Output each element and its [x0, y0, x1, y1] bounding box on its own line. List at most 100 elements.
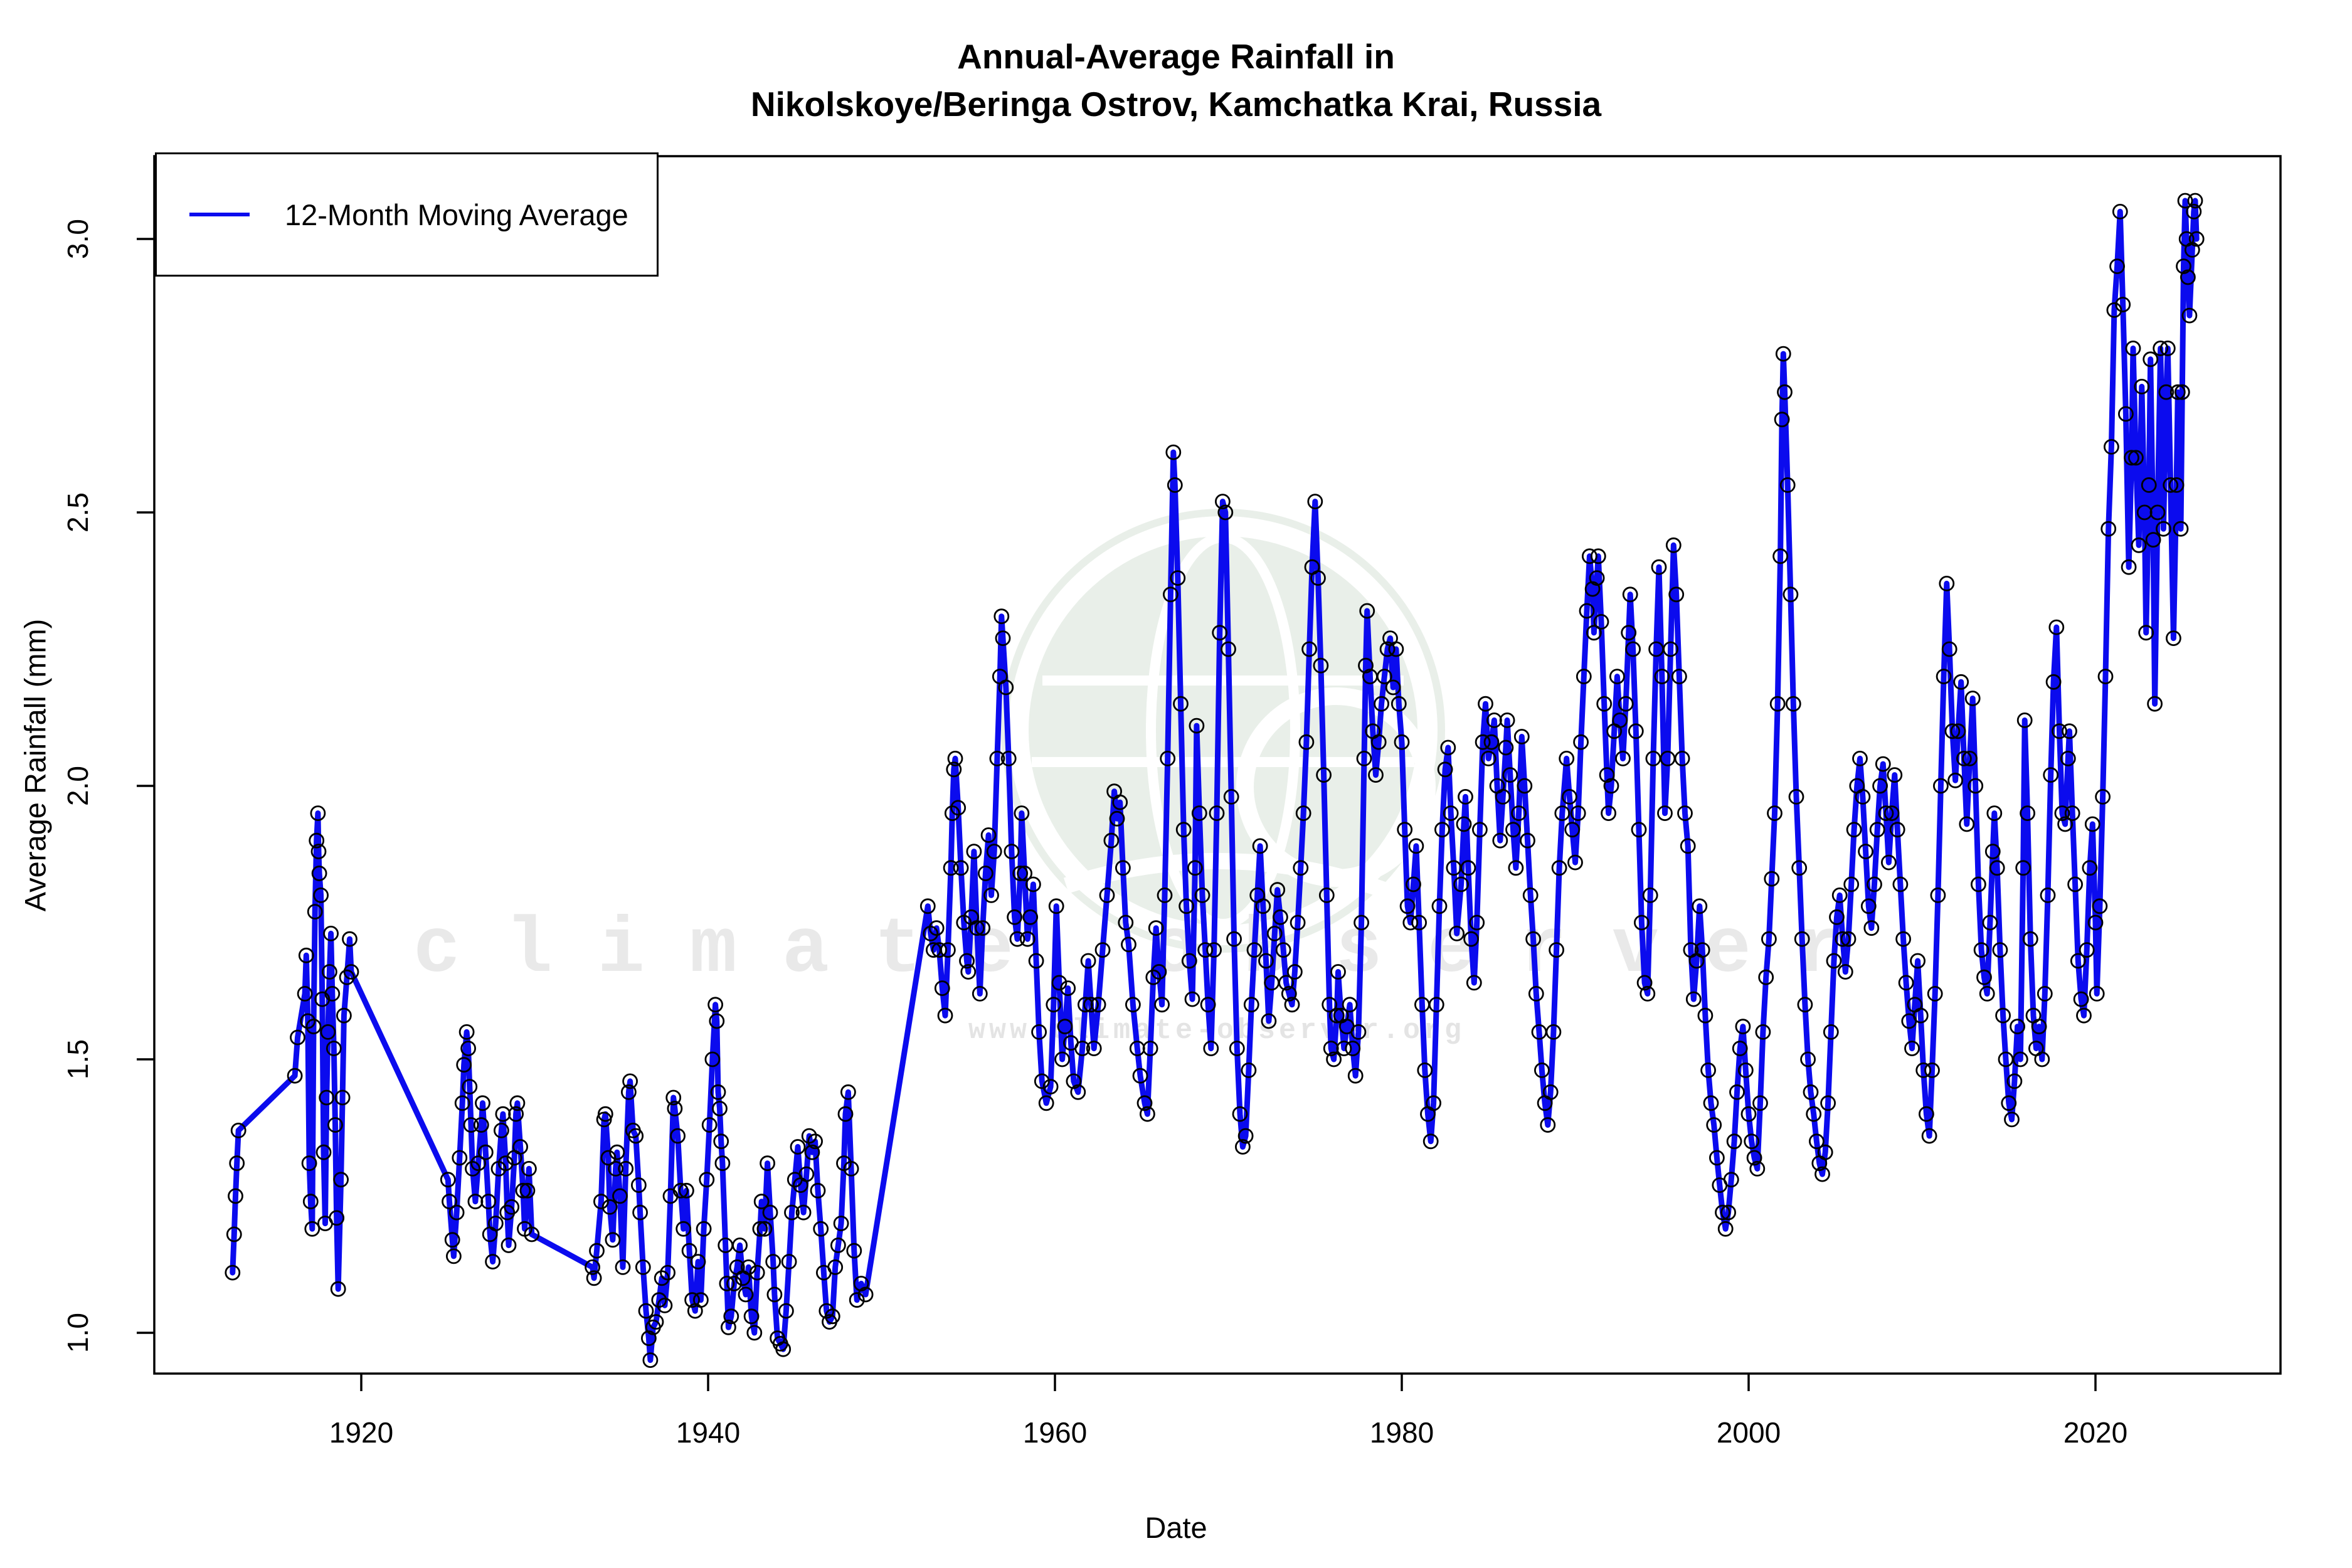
- data-point-marker: [1584, 581, 1601, 597]
- data-point-marker: [463, 1117, 479, 1133]
- data-point-marker: [1846, 822, 1862, 838]
- data-point-marker: [1554, 805, 1571, 821]
- data-point-marker: [1422, 1133, 1439, 1150]
- data-point-marker: [1755, 1024, 1771, 1040]
- data-point-marker: [1924, 1062, 1940, 1078]
- data-point-marker: [1316, 767, 1332, 783]
- data-point-marker: [2010, 1019, 2026, 1035]
- data-point-marker: [1982, 914, 1998, 931]
- data-point-marker: [1226, 931, 1242, 947]
- data-point-marker: [1984, 844, 2001, 859]
- data-point-marker: [446, 1248, 462, 1264]
- data-point-marker: [301, 1155, 317, 1172]
- data-point-marker: [1483, 734, 1500, 750]
- data-point-marker: [1968, 778, 1984, 794]
- data-point-marker: [966, 844, 982, 859]
- data-point-marker: [2054, 805, 2070, 821]
- data-point-marker: [807, 1133, 823, 1150]
- data-point-marker: [1559, 751, 1575, 766]
- data-point-marker: [1596, 696, 1613, 712]
- data-point-marker: [290, 1029, 305, 1046]
- data-point-marker: [1478, 696, 1493, 712]
- data-point-marker: [753, 1194, 770, 1210]
- data-point-marker: [2057, 816, 2074, 832]
- data-point-marker: [326, 1041, 342, 1056]
- data-point-marker: [480, 1194, 497, 1210]
- data-point-marker: [1601, 805, 1617, 821]
- data-point-marker: [1761, 931, 1777, 947]
- data-point-marker: [2155, 521, 2171, 537]
- data-point-marker: [2188, 231, 2205, 247]
- data-point-marker: [712, 1101, 728, 1116]
- data-point-marker: [1817, 1144, 1833, 1160]
- data-point-marker: [524, 1226, 540, 1242]
- data-point-marker: [621, 1084, 637, 1100]
- data-point-marker: [1376, 669, 1392, 684]
- data-point-marker: [940, 942, 956, 958]
- data-point-marker: [741, 1259, 756, 1275]
- data-point-marker: [1820, 1095, 1836, 1111]
- data-point-marker: [1469, 914, 1485, 931]
- data-point-marker: [329, 1210, 345, 1226]
- data-point-marker: [1460, 860, 1476, 876]
- data-point-marker: [1431, 898, 1448, 914]
- data-point-marker: [2092, 898, 2108, 914]
- data-point-marker: [1046, 997, 1062, 1013]
- data-point-marker: [1621, 625, 1637, 641]
- data-point-marker: [1189, 718, 1205, 734]
- data-point-marker: [2180, 269, 2196, 285]
- data-point-marker: [1411, 914, 1428, 931]
- data-point-marker: [1674, 751, 1690, 766]
- data-point-marker: [953, 860, 969, 876]
- data-point-marker: [1858, 844, 1874, 859]
- data-point-marker: [1593, 614, 1609, 630]
- data-point-marker: [710, 1084, 726, 1100]
- data-point-marker: [1066, 1073, 1082, 1089]
- data-point-marker: [1125, 997, 1141, 1013]
- data-point-marker: [1737, 1062, 1754, 1078]
- data-point-marker: [1941, 641, 1957, 657]
- data-point-marker: [1867, 876, 1882, 893]
- y-axis-title: Average Rainfall (mm): [18, 618, 52, 912]
- data-point-marker: [1118, 914, 1134, 931]
- data-point-marker: [456, 1057, 472, 1073]
- data-point-marker: [1823, 1024, 1839, 1040]
- data-point-marker: [648, 1314, 664, 1330]
- legend-line-sample: [189, 213, 250, 216]
- data-point-marker: [1794, 931, 1810, 947]
- data-point-marker: [2031, 1019, 2047, 1035]
- data-point-marker: [1740, 1106, 1757, 1122]
- legend: 12-Month Moving Average: [155, 152, 659, 277]
- data-point-marker: [440, 1172, 456, 1188]
- data-point-marker: [1904, 1041, 1920, 1056]
- data-point-marker: [1443, 805, 1459, 821]
- data-point-marker: [827, 1259, 844, 1275]
- data-point-marker: [1004, 844, 1020, 859]
- data-point-marker: [1525, 931, 1542, 947]
- data-point-marker: [305, 1019, 322, 1035]
- data-point-marker: [1232, 1106, 1248, 1122]
- data-point-marker: [1700, 1062, 1717, 1078]
- data-point-marker: [1936, 669, 1952, 684]
- data-point-marker: [322, 964, 337, 980]
- data-point-marker: [2062, 723, 2077, 739]
- data-point-marker: [719, 1276, 735, 1291]
- data-point-marker: [1012, 866, 1029, 881]
- data-point-marker: [1031, 1024, 1047, 1040]
- data-point-marker: [1388, 641, 1404, 657]
- x-tick-label: 1980: [1370, 1416, 1434, 1449]
- data-point-marker: [1785, 696, 1801, 712]
- data-point-marker: [612, 1188, 628, 1204]
- data-point-marker: [297, 986, 313, 1002]
- data-point-marker: [1060, 980, 1076, 996]
- data-point-marker: [1273, 909, 1288, 925]
- data-point-marker: [1255, 898, 1271, 914]
- data-point-marker: [762, 1204, 778, 1221]
- data-point-marker: [2020, 805, 2036, 821]
- data-point-marker: [1609, 669, 1625, 684]
- data-point-marker: [1480, 751, 1496, 766]
- data-point-marker: [323, 926, 339, 941]
- data-point-marker: [460, 1041, 476, 1056]
- data-point-marker: [986, 844, 1002, 859]
